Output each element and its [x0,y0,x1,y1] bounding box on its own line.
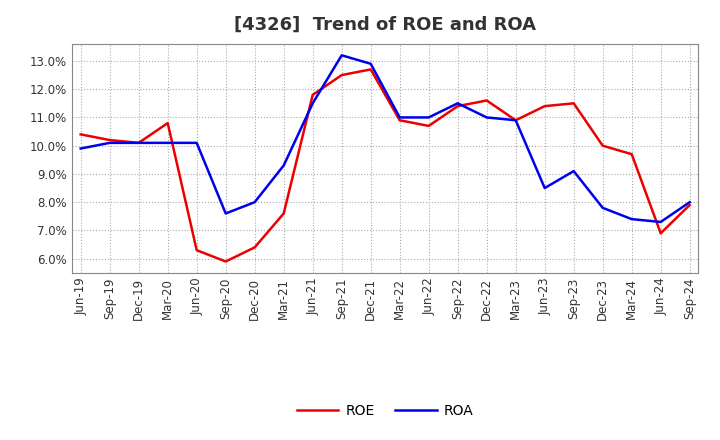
ROE [308,92,317,98]
ROA [163,140,172,146]
Line: ROE: ROE [81,70,690,261]
ROA [454,101,462,106]
ROE [105,137,114,143]
ROA [511,117,520,123]
ROE [570,101,578,106]
ROA [76,146,85,151]
ROA [424,115,433,120]
ROA [192,140,201,146]
ROE [657,231,665,236]
ROA [308,101,317,106]
ROE [221,259,230,264]
ROA [627,216,636,222]
ROE [511,117,520,123]
ROA [395,115,404,120]
ROA [338,53,346,58]
ROA [366,61,375,66]
ROE [685,202,694,208]
ROE [366,67,375,72]
ROE [424,123,433,128]
ROA [598,205,607,210]
ROA [657,219,665,224]
ROE [395,117,404,123]
Legend: ROE, ROA: ROE, ROA [291,399,480,424]
ROA [541,185,549,191]
ROE [454,103,462,109]
ROA [570,169,578,174]
ROE [251,245,259,250]
ROE [338,73,346,78]
ROE [279,211,288,216]
ROA [279,163,288,168]
ROE [76,132,85,137]
Title: [4326]  Trend of ROE and ROA: [4326] Trend of ROE and ROA [234,16,536,34]
ROE [192,248,201,253]
ROE [598,143,607,148]
ROE [135,140,143,146]
Line: ROA: ROA [81,55,690,222]
ROA [221,211,230,216]
ROE [541,103,549,109]
ROE [482,98,491,103]
ROA [482,115,491,120]
ROE [163,121,172,126]
ROA [685,200,694,205]
ROA [251,200,259,205]
ROE [627,151,636,157]
ROA [105,140,114,146]
ROA [135,140,143,146]
